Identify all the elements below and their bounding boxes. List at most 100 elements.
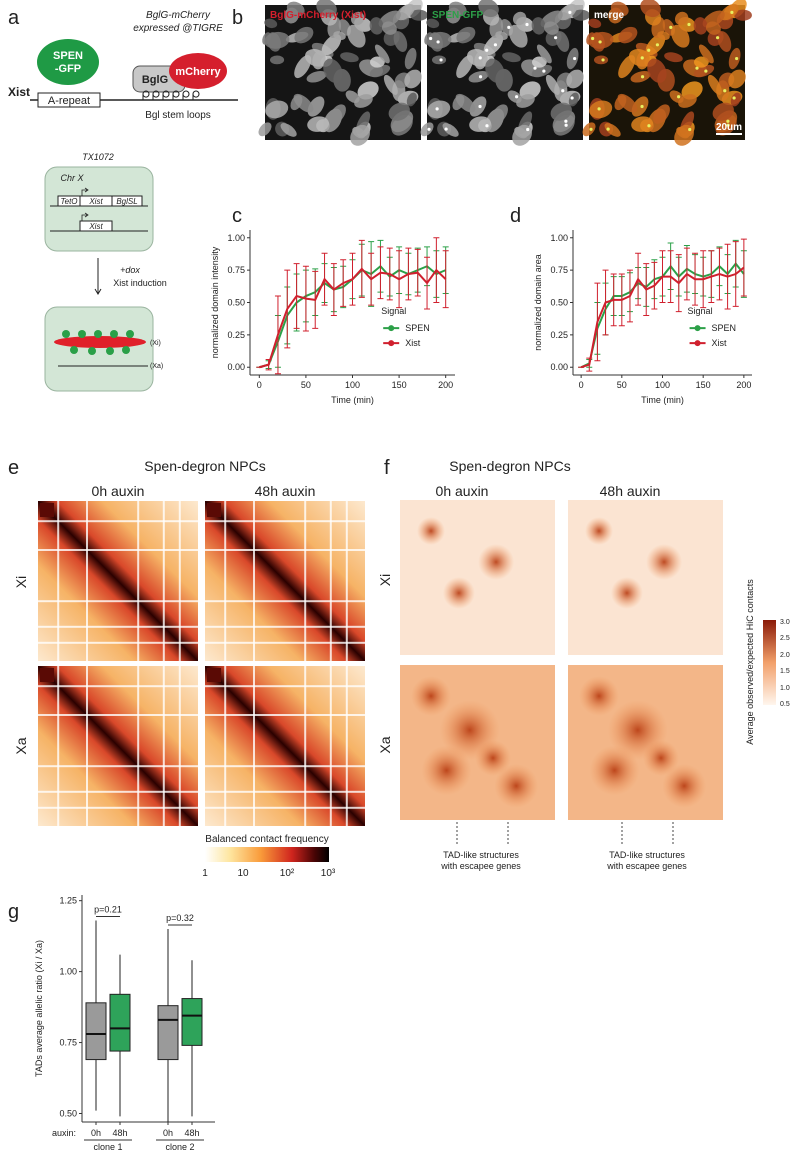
nucleus — [698, 44, 714, 64]
map-stripe — [253, 666, 255, 826]
nucleus — [369, 64, 391, 78]
stem-loops-label: Bgl stem loops — [145, 110, 211, 121]
nucleus — [502, 52, 521, 63]
foci — [726, 123, 730, 127]
map-stripe — [205, 714, 365, 716]
map-stripe — [57, 666, 60, 826]
nucleus — [657, 31, 670, 41]
construct-label: TetO — [60, 197, 77, 206]
y-tick-label: 1.00 — [227, 233, 245, 243]
caption: TAD-like structures — [609, 850, 685, 860]
spen-label: -GFP — [55, 63, 81, 75]
cell-line: TX1072 — [82, 152, 114, 162]
foci — [589, 127, 593, 131]
xist-cloud — [54, 336, 146, 348]
nucleus — [593, 55, 609, 65]
nucleus — [614, 95, 627, 111]
nucleus — [555, 31, 570, 52]
foci — [726, 119, 730, 123]
map-stripe — [38, 685, 198, 688]
y-tick-label: 0.75 — [227, 265, 245, 275]
foci — [478, 75, 483, 79]
x-tick-label: 0 — [257, 380, 262, 390]
colorbar-title: Average observed/expected HiC contacts — [745, 579, 755, 745]
nucleus — [321, 34, 342, 56]
foci — [553, 36, 558, 40]
foci — [695, 66, 699, 70]
y-tick-label: 0.25 — [227, 330, 245, 340]
nucleus — [307, 116, 330, 132]
map-stripe — [162, 666, 165, 826]
nucleus — [712, 102, 734, 121]
error-bar — [442, 250, 449, 309]
nucleus — [589, 100, 613, 119]
contact-blob — [417, 517, 445, 545]
panel-label: c — [232, 205, 242, 227]
xist-allele: Xist — [88, 222, 103, 231]
legend-label: Xist — [405, 338, 421, 348]
contact-blob — [646, 544, 683, 580]
foci — [485, 48, 489, 52]
nucleus — [730, 92, 741, 107]
foci — [478, 56, 482, 60]
nucleus — [636, 50, 650, 70]
nucleus — [347, 24, 366, 48]
foci — [723, 89, 727, 93]
y-axis-label: normalized domain intensity — [210, 246, 220, 358]
repeat-box — [37, 92, 101, 108]
map-stripe — [205, 765, 365, 768]
map-block — [40, 503, 54, 517]
nucleus — [640, 0, 661, 18]
bglg-label: BglG — [142, 74, 168, 86]
nucleus — [431, 55, 447, 65]
colorbar-tick: 1 — [202, 868, 208, 879]
repeat-label: A-repeat — [48, 95, 90, 107]
chromosome-label: Chr X — [60, 173, 84, 183]
colorbar — [763, 620, 776, 705]
bglg-note: expressed @TIGRE — [133, 23, 223, 34]
map-stripe — [253, 501, 255, 661]
map-stripe — [224, 501, 227, 661]
bglg-note: BglG-mCherry — [146, 10, 211, 21]
nucleus — [532, 56, 547, 68]
construct-box — [111, 195, 143, 207]
promoter-arrow — [81, 187, 89, 196]
foci — [677, 95, 681, 99]
foci — [493, 43, 498, 47]
nucleus — [550, 102, 572, 121]
map-stripe — [224, 666, 227, 826]
colorbar-tick: 2.5 — [780, 635, 790, 642]
nucleus — [426, 18, 440, 29]
image-label: SPEN-GFP — [432, 10, 483, 21]
panel-f-maps — [400, 500, 723, 820]
nucleus — [426, 31, 452, 49]
foci — [598, 40, 602, 44]
nucleus — [406, 92, 417, 107]
map-stripe — [304, 501, 307, 661]
foci — [515, 95, 519, 99]
box — [157, 1005, 179, 1061]
series-line — [259, 267, 447, 369]
nucleus — [265, 100, 289, 119]
spen-dots — [62, 330, 134, 355]
nucleus — [468, 70, 489, 83]
nucleus — [294, 26, 314, 44]
nucleus — [323, 58, 343, 83]
nucleus — [566, 69, 584, 89]
contact-blob — [411, 676, 451, 716]
hic-map — [205, 666, 365, 826]
map-stripe — [205, 600, 365, 603]
nucleus — [618, 26, 638, 44]
foci — [570, 96, 574, 100]
panel-label: a — [8, 7, 20, 29]
nucleus — [393, 31, 408, 52]
y-tick-label: 0.00 — [550, 362, 568, 372]
foci — [436, 40, 440, 44]
nucleus — [404, 69, 422, 89]
foci — [601, 58, 605, 62]
nucleus — [396, 3, 415, 21]
y-tick-label: 0.00 — [227, 362, 245, 372]
colorbar-tick: 1.0 — [780, 685, 790, 692]
map-stripe — [137, 666, 140, 826]
